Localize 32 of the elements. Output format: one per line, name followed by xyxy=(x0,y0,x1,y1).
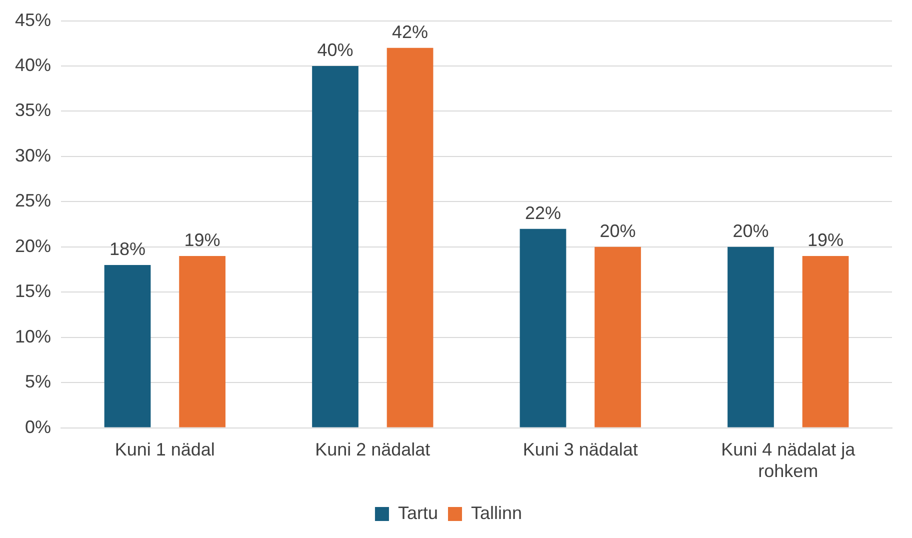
data-label: 40% xyxy=(317,40,354,60)
data-label: 42% xyxy=(392,22,428,42)
x-tick-label: Kuni 1 nädal xyxy=(114,440,215,460)
legend-label: Tallinn xyxy=(470,502,522,523)
y-tick-label: 20% xyxy=(14,236,52,256)
x-tick-label: Kuni 2 nädalat xyxy=(315,440,430,460)
y-tick-label: 15% xyxy=(14,281,52,302)
y-tick-label: 45% xyxy=(14,10,52,30)
y-tick-label: 35% xyxy=(14,100,52,120)
x-tick-label: Kuni 4 nädalat ja rohkem xyxy=(721,440,856,482)
bar xyxy=(104,265,151,428)
y-tick-label: 30% xyxy=(14,145,52,166)
bar xyxy=(520,228,566,428)
x-tick-label: Kuni 3 nädalat xyxy=(522,440,638,460)
data-label: 20% xyxy=(732,220,769,241)
y-tick-label: 40% xyxy=(14,54,52,75)
bar xyxy=(179,256,226,428)
bar xyxy=(728,246,774,428)
bar xyxy=(386,48,434,428)
y-tick-label: 10% xyxy=(14,326,52,346)
data-label: 19% xyxy=(808,230,844,250)
legend-label: Tartu xyxy=(398,502,438,523)
data-label: 18% xyxy=(109,238,146,259)
bar xyxy=(594,246,641,428)
data-label: 20% xyxy=(600,220,636,241)
y-tick-label: 0% xyxy=(25,416,52,437)
data-label: 22% xyxy=(524,202,562,223)
y-tick-label: 25% xyxy=(14,190,52,211)
data-label: 19% xyxy=(184,230,220,250)
y-tick-label: 5% xyxy=(25,372,52,392)
bar xyxy=(802,256,849,428)
bar xyxy=(312,66,358,428)
